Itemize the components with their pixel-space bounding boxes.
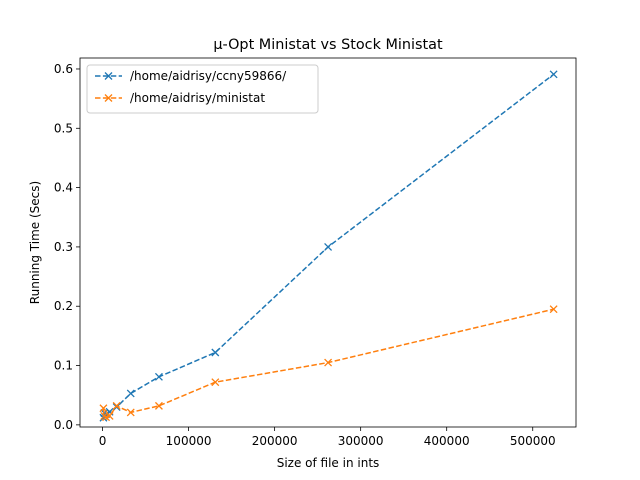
x-tick-label: 500000 xyxy=(510,434,556,448)
data-point xyxy=(211,378,220,387)
marker-stroke xyxy=(126,389,135,398)
series-2 xyxy=(99,305,558,422)
data-point xyxy=(126,408,135,417)
data-point xyxy=(126,389,135,398)
y-axis-label: Running Time (Secs) xyxy=(28,181,42,304)
data-point xyxy=(324,358,333,367)
marker-stroke xyxy=(211,348,220,357)
x-tick-label: 300000 xyxy=(338,434,384,448)
marker-stroke xyxy=(549,70,558,79)
legend: /home/aidrisy/ccny59866/ /home/aidrisy/mi… xyxy=(86,64,319,114)
marker-stroke xyxy=(549,305,558,314)
marker-stroke xyxy=(324,358,333,367)
marker-stroke xyxy=(99,404,108,413)
axes-frame xyxy=(79,57,577,428)
y-tick-label: 0.3 xyxy=(54,240,73,254)
data-point xyxy=(549,305,558,314)
data-point xyxy=(324,242,333,251)
y-axis-ticks: 0.0 0.1 0.2 0.3 0.4 0.5 0.6 xyxy=(54,62,80,432)
marker-stroke xyxy=(324,242,333,251)
y-tick-label: 0.1 xyxy=(54,359,73,373)
y-tick-label: 0.2 xyxy=(54,299,73,313)
data-point xyxy=(211,348,220,357)
legend-frame xyxy=(86,64,319,114)
series-line xyxy=(102,73,555,418)
x-tick-label: 100000 xyxy=(166,434,212,448)
marker-stroke xyxy=(211,378,220,387)
legend-label: /home/aidrisy/ministat xyxy=(130,91,265,105)
y-tick-label: 0.5 xyxy=(54,121,73,135)
data-point xyxy=(112,401,121,410)
x-tick-label: 400000 xyxy=(424,434,470,448)
marker-stroke xyxy=(126,408,135,417)
marker-stroke xyxy=(104,94,113,102)
marker-stroke xyxy=(105,412,114,420)
legend-item: /home/aidrisy/ministat xyxy=(95,91,265,105)
marker-stroke xyxy=(104,72,113,80)
data-point xyxy=(154,372,163,381)
legend-marker xyxy=(104,94,113,102)
series-layer xyxy=(99,70,558,422)
data-point xyxy=(105,412,114,420)
marker-stroke xyxy=(154,372,163,381)
x-axis-ticks: 0 100000 200000 300000 400000 500000 xyxy=(99,427,556,448)
data-point xyxy=(154,401,163,410)
y-tick-label: 0.6 xyxy=(54,62,73,76)
legend-label: /home/aidrisy/ccny59866/ xyxy=(130,69,287,83)
marker-stroke xyxy=(112,401,121,410)
legend-marker xyxy=(104,72,113,80)
x-tick-label: 0 xyxy=(99,434,107,448)
y-tick-label: 0.0 xyxy=(54,418,73,432)
data-point xyxy=(99,404,108,413)
marker-stroke xyxy=(154,401,163,410)
x-tick-label: 200000 xyxy=(252,434,298,448)
x-axis-label: Size of file in ints xyxy=(277,456,380,470)
data-point xyxy=(549,70,558,79)
plot-area xyxy=(79,57,577,428)
y-tick-label: 0.4 xyxy=(54,181,73,195)
legend-item: /home/aidrisy/ccny59866/ xyxy=(95,69,287,83)
chart-title: µ-Opt Ministat vs Stock Ministat xyxy=(213,37,443,53)
